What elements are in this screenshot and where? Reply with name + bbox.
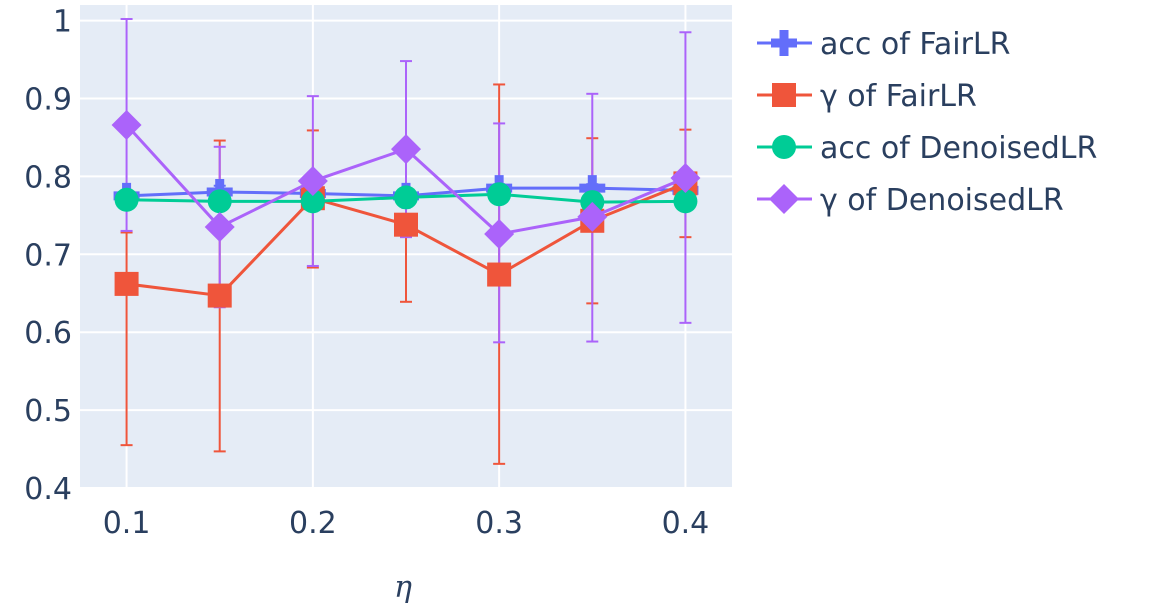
y-tick-label: 0.8 [24, 160, 72, 195]
gamma-of-denoisedlr-point [204, 212, 235, 243]
legend-label: acc of FairLR [820, 27, 1010, 62]
legend[interactable]: acc of FairLR γ of FairLR acc of DenoisedL… [757, 27, 1097, 218]
acc-of-denoisedlr-point [114, 187, 139, 212]
legend-marker [771, 30, 797, 56]
acc-of-denoisedlr-point [207, 189, 232, 214]
acc-of-denoisedlr-point [394, 185, 418, 210]
legend-label: γ of FairLR [820, 79, 977, 114]
legend-label: γ of DenoisedLR [820, 183, 1064, 218]
legend-item-gamma-of-fairlr[interactable]: γ of FairLR [757, 79, 977, 114]
legend-item-acc-of-denoisedlr[interactable]: acc of DenoisedLR [757, 131, 1097, 166]
legend-item-acc-of-fairlr[interactable]: acc of FairLR [757, 27, 1010, 62]
y-tick-label: 0.9 [24, 82, 72, 117]
gamma-of-fairlr-point [114, 271, 139, 296]
x-tick-label: 0.1 [103, 506, 151, 541]
gamma-of-denoisedlr-series [111, 109, 701, 250]
x-tick-labels: 0.1 0.2 0.3 0.4 [103, 506, 710, 541]
x-tick-label: 0.4 [662, 506, 710, 541]
legend-label: acc of DenoisedLR [820, 131, 1097, 166]
gamma-of-denoisedlr-point [670, 162, 701, 193]
acc-of-fairlr-point [579, 175, 606, 202]
y-tick-label: 1 [53, 5, 72, 40]
y-tick-label: 0.4 [24, 472, 72, 507]
gamma-of-denoisedlr-point [484, 219, 515, 250]
x-tick-label: 0.3 [475, 506, 523, 541]
acc-of-denoisedlr-point [300, 189, 325, 214]
series-layer [111, 18, 701, 465]
gamma-of-fairlr-point [394, 212, 418, 237]
legend-item-gamma-of-denoisedlr[interactable]: γ of DenoisedLR [757, 183, 1064, 218]
gamma-of-denoisedlr-point [577, 201, 608, 232]
gamma-of-denoisedlr-point [111, 109, 142, 140]
legend-marker [772, 135, 796, 159]
gamma-of-denoisedlr-point [391, 134, 421, 165]
y-tick-labels: 0.4 0.5 0.6 0.7 0.8 0.9 1 [24, 5, 72, 507]
acc-of-denoisedlr-point [487, 182, 512, 207]
gamma-of-fairlr-point [207, 283, 232, 308]
gamma-of-fairlr-error-bar [120, 231, 133, 447]
x-tick-label: 0.2 [289, 506, 337, 541]
gamma-of-fairlr-point [487, 262, 512, 287]
gamma-of-denoisedlr-point [297, 166, 328, 197]
y-tick-label: 0.7 [24, 238, 72, 273]
legend-marker [772, 83, 796, 107]
legend-marker [769, 184, 799, 214]
y-tick-label: 0.5 [24, 394, 72, 429]
x-axis-title: η [394, 570, 412, 605]
y-tick-label: 0.6 [24, 316, 72, 351]
acc-of-denoisedlr-point [673, 189, 698, 214]
